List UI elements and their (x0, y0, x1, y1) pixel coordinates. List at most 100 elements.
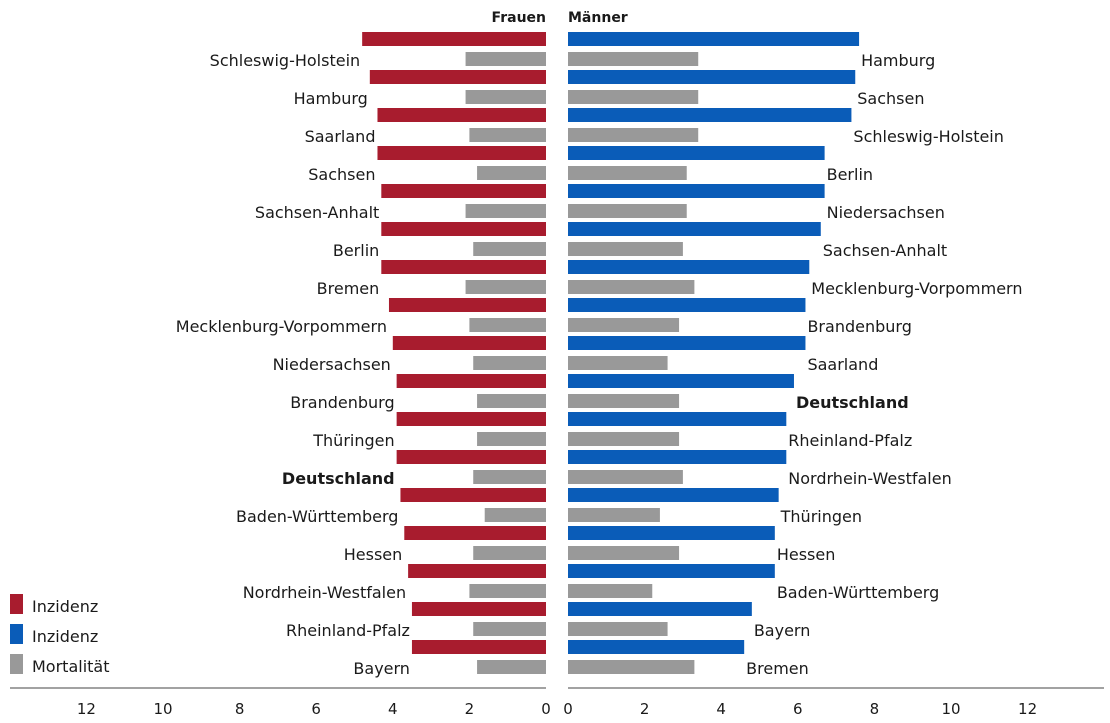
bar-incidence-men (568, 450, 787, 464)
category-label-men: Sachsen (857, 89, 924, 108)
bar-incidence-women (392, 336, 546, 350)
category-label-women: Baden-Württemberg (236, 507, 398, 526)
bar-incidence-men (568, 32, 860, 46)
legend-swatch-incidence-men (10, 624, 23, 644)
category-label-women: Nordrhein-Westfalen (243, 583, 406, 602)
bar-mortality-women (473, 470, 546, 484)
category-label-men: Sachsen-Anhalt (823, 241, 947, 260)
category-labels-group: Schleswig-Holstein Hamburg Saarland Sachsen… (176, 51, 1023, 678)
bar-incidence-women (396, 450, 546, 464)
tick-labels-group: 0 0 2 2 4 4 6 6 8 8 10 10 12 12 (77, 700, 1037, 718)
bar-mortality-women (465, 204, 546, 218)
bar-mortality-women (465, 280, 546, 294)
bar-incidence-men (568, 526, 775, 540)
category-label-men: Schleswig-Holstein (853, 127, 1003, 146)
panel-title-maenner: Männer (568, 10, 628, 26)
bar-incidence-women (381, 222, 546, 236)
category-label-women: Schleswig-Holstein (210, 51, 360, 70)
bar-mortality-men (568, 128, 699, 142)
legend-swatch-mortality (10, 654, 23, 674)
bar-mortality-women (473, 356, 546, 370)
bar-incidence-men (568, 336, 806, 350)
bar-mortality-women (473, 622, 546, 636)
tick-label-right: 10 (941, 700, 960, 718)
bar-mortality-men (568, 470, 683, 484)
bar-mortality-men (568, 318, 680, 332)
bar-mortality-men (568, 546, 680, 560)
tick-label-left: 12 (77, 700, 96, 718)
bar-mortality-men (568, 356, 668, 370)
category-label-men: Hamburg (861, 51, 935, 70)
bar-incidence-women (411, 602, 546, 616)
legend-label-incidence-men: Inzidenz (32, 627, 98, 646)
panel-title-frauen: Frauen (492, 10, 546, 26)
bar-mortality-women (469, 584, 546, 598)
category-label-men: Berlin (827, 165, 873, 184)
legend-label-incidence-women: Inzidenz (32, 597, 98, 616)
bar-incidence-men (568, 488, 779, 502)
category-label-men: Brandenburg (807, 317, 911, 336)
bar-incidence-women (369, 70, 546, 84)
category-label-women: Saarland (305, 127, 376, 146)
bar-incidence-men (568, 298, 806, 312)
bar-mortality-women (473, 242, 546, 256)
category-label-women: Bremen (317, 279, 380, 298)
bar-incidence-women (377, 146, 546, 160)
tick-label-left: 0 (541, 700, 551, 718)
bar-incidence-women (377, 108, 546, 122)
category-label-women: Hessen (344, 545, 403, 564)
bar-mortality-men (568, 394, 680, 408)
category-label-women: Deutschland (282, 469, 395, 488)
bar-incidence-women (404, 526, 546, 540)
bar-incidence-men (568, 108, 852, 122)
bar-mortality-men (568, 584, 653, 598)
tick-label-left: 6 (311, 700, 321, 718)
bar-incidence-women (388, 298, 546, 312)
bar-mortality-men (568, 90, 699, 104)
x-axis: 0 0 2 2 4 4 6 6 8 8 10 10 12 12 (10, 687, 1104, 718)
category-label-men: Niedersachsen (827, 203, 945, 222)
category-label-women: Sachsen (308, 165, 375, 184)
bar-mortality-women (473, 546, 546, 560)
bar-mortality-men (568, 52, 699, 66)
tick-label-left: 2 (465, 700, 475, 718)
category-label-men: Bremen (746, 659, 809, 678)
bar-incidence-women (396, 412, 546, 426)
bar-incidence-men (568, 184, 825, 198)
bar-incidence-women (411, 640, 546, 654)
tick-label-right: 2 (640, 700, 650, 718)
bar-incidence-men (568, 146, 825, 160)
category-label-women: Sachsen-Anhalt (255, 203, 379, 222)
category-label-men: Thüringen (780, 507, 862, 526)
category-label-men: Rheinland-Pfalz (788, 431, 912, 450)
category-label-women: Mecklenburg-Vorpommern (176, 317, 387, 336)
bar-mortality-women (469, 318, 546, 332)
category-label-men: Deutschland (796, 393, 909, 412)
tick-label-left: 8 (235, 700, 245, 718)
category-label-women: Hamburg (294, 89, 368, 108)
tick-label-right: 0 (563, 700, 573, 718)
category-label-men: Bayern (754, 621, 811, 640)
legend: Inzidenz Inzidenz Mortalität (10, 594, 110, 676)
bar-mortality-women (465, 52, 546, 66)
bar-incidence-men (568, 222, 821, 236)
bar-mortality-men (568, 432, 680, 446)
bar-incidence-women (381, 260, 546, 274)
bar-incidence-men (568, 564, 775, 578)
bar-mortality-men (568, 660, 695, 674)
bar-mortality-women (465, 90, 546, 104)
bar-incidence-women (381, 184, 546, 198)
bar-incidence-men (568, 260, 810, 274)
bars-group (362, 32, 860, 674)
bar-incidence-men (568, 602, 752, 616)
bar-mortality-men (568, 280, 695, 294)
category-label-women: Niedersachsen (273, 355, 391, 374)
category-label-men: Nordrhein-Westfalen (788, 469, 951, 488)
bar-mortality-women (477, 660, 546, 674)
bar-mortality-women (477, 432, 546, 446)
bar-incidence-men (568, 374, 794, 388)
bar-mortality-women (484, 508, 546, 522)
category-label-women: Bayern (353, 659, 410, 678)
legend-swatch-incidence-women (10, 594, 23, 614)
